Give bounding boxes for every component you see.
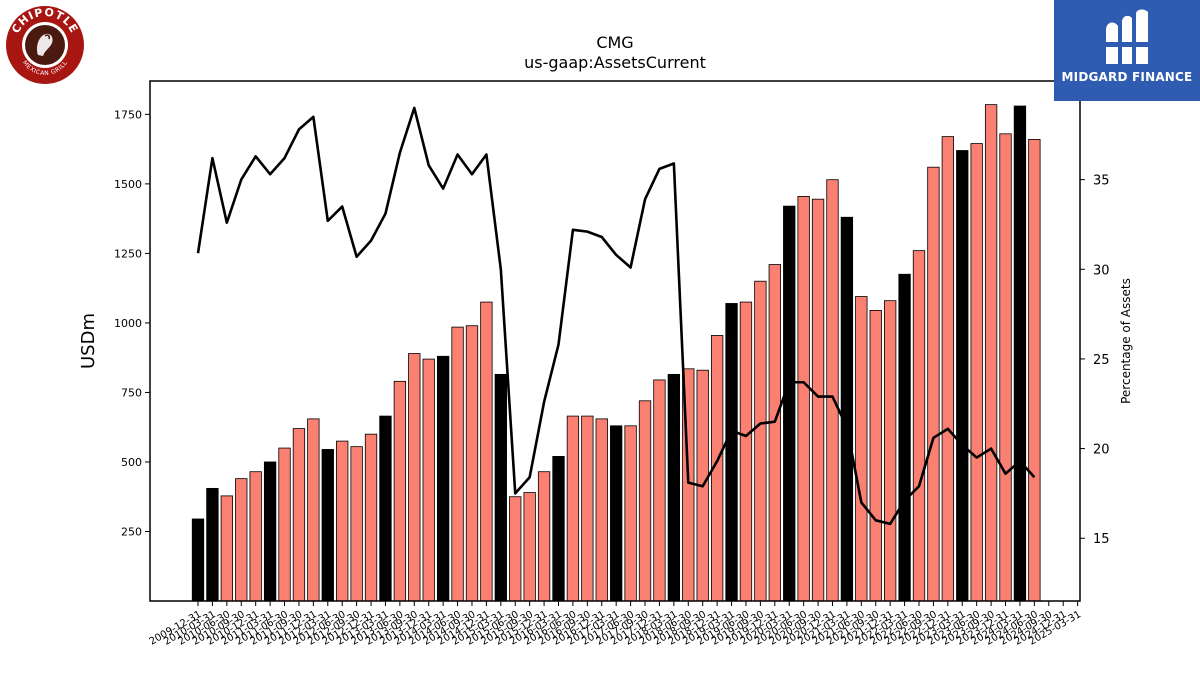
plot-frame bbox=[149, 80, 1081, 602]
x-axis: 2009-12-312010-03-312010-06-302010-09-30… bbox=[148, 601, 1083, 648]
bar-2023-03-31 bbox=[956, 150, 969, 602]
bar-2022-12-31 bbox=[941, 136, 954, 602]
line-group bbox=[196, 106, 1036, 526]
bar-2015-12-31 bbox=[537, 471, 551, 602]
midgard-logo-text: MIDGARD FINANCE bbox=[1061, 70, 1193, 84]
bar-2021-12-31 bbox=[884, 300, 897, 602]
bar-2017-12-31 bbox=[653, 379, 666, 602]
bar-2013-06-30 bbox=[393, 380, 407, 602]
midgard-logo-badge: MIDGARD FINANCE bbox=[1054, 0, 1200, 101]
bar-2017-06-30 bbox=[624, 425, 637, 602]
y-tick-right-label: 25 bbox=[1093, 353, 1110, 368]
y-tick-right-label: 20 bbox=[1093, 443, 1110, 458]
y-tick-left-label: 750 bbox=[121, 386, 142, 399]
y-axis-right: 15 20 25 30 35 bbox=[1080, 174, 1110, 547]
bar-group bbox=[191, 104, 1041, 602]
y-tick-left-label: 500 bbox=[121, 456, 142, 469]
bar-2022-06-30 bbox=[912, 250, 926, 602]
midgard-logo-icon bbox=[1104, 9, 1150, 64]
chart-subtitle: us-gaap:AssetsCurrent bbox=[524, 53, 706, 72]
bar-2013-03-31 bbox=[379, 415, 392, 602]
bar-2019-09-30 bbox=[754, 280, 767, 602]
bar-2014-06-30 bbox=[451, 326, 464, 602]
bar-2020-06-30 bbox=[797, 195, 810, 602]
bar-2011-03-31 bbox=[263, 461, 277, 602]
y-tick-left-label: 1500 bbox=[114, 178, 142, 191]
y-tick-left-label: 250 bbox=[121, 525, 142, 538]
bar-2017-03-31 bbox=[610, 425, 623, 602]
bar-2011-12-31 bbox=[307, 418, 320, 602]
bar-2022-09-30 bbox=[927, 166, 940, 602]
bar-2014-03-31 bbox=[436, 355, 450, 602]
bar-2019-03-31 bbox=[725, 303, 738, 602]
bar-2024-06-30 bbox=[1028, 138, 1041, 602]
bar-2012-06-30 bbox=[336, 440, 349, 602]
bar-2013-12-31 bbox=[422, 358, 435, 602]
bar-2022-03-31 bbox=[898, 273, 911, 602]
bar-2015-03-31 bbox=[494, 373, 507, 602]
bar-2011-09-30 bbox=[292, 428, 306, 602]
bar-2019-12-31 bbox=[768, 264, 781, 602]
bar-2017-09-30 bbox=[638, 400, 652, 602]
y-tick-right-label: 15 bbox=[1093, 532, 1110, 547]
bar-2012-03-31 bbox=[321, 449, 334, 602]
chart-title: CMG bbox=[596, 33, 633, 52]
bar-2020-09-30 bbox=[811, 198, 825, 602]
bar-2021-09-30 bbox=[869, 310, 882, 602]
y-tick-right-label: 30 bbox=[1093, 263, 1110, 278]
bar-2023-12-31 bbox=[999, 133, 1012, 602]
bar-2014-12-31 bbox=[480, 301, 493, 602]
bar-2012-09-30 bbox=[350, 446, 363, 602]
pct-of-assets-line bbox=[196, 106, 1036, 526]
bar-2016-12-31 bbox=[595, 418, 608, 602]
y-tick-right-label: 35 bbox=[1093, 174, 1110, 189]
bar-2013-09-30 bbox=[408, 353, 421, 602]
chipotle-logo-icon: CHIPOTLE MEXICAN GRILL bbox=[5, 5, 85, 85]
bar-2010-09-30 bbox=[235, 478, 248, 602]
bar-2020-03-31 bbox=[783, 205, 796, 602]
bar-2010-03-31 bbox=[206, 487, 219, 602]
bar-2015-06-30 bbox=[509, 496, 522, 602]
bar-2023-09-30 bbox=[984, 104, 998, 602]
y-tick-left-label: 1000 bbox=[114, 317, 142, 330]
bar-2018-03-31 bbox=[667, 373, 681, 602]
bar-2010-12-31 bbox=[249, 471, 262, 602]
y-tick-left-label: 1750 bbox=[114, 108, 142, 121]
bar-2016-03-31 bbox=[552, 455, 565, 602]
bar-2021-06-30 bbox=[855, 296, 868, 602]
bar-2021-03-31 bbox=[840, 216, 854, 602]
bar-2023-06-30 bbox=[970, 143, 983, 602]
bar-2014-09-30 bbox=[465, 325, 479, 602]
y-tick-left-label: 1250 bbox=[114, 247, 142, 260]
y-axis-label-right: Percentage of Assets bbox=[1119, 278, 1133, 404]
bar-2019-06-30 bbox=[739, 301, 753, 602]
y-axis-left: 250 500 750 1000 1250 1500 1750 bbox=[114, 108, 150, 538]
bar-2020-12-31 bbox=[826, 179, 839, 602]
bar-2015-09-30 bbox=[523, 492, 536, 602]
bar-2011-06-30 bbox=[278, 447, 291, 602]
bar-2009-12-31 bbox=[191, 518, 205, 602]
bar-2012-12-31 bbox=[364, 433, 378, 602]
y-axis-label-left: USDm bbox=[78, 313, 99, 369]
bar-2016-09-30 bbox=[581, 415, 594, 602]
bar-2010-06-30 bbox=[220, 495, 233, 602]
bar-2016-06-30 bbox=[566, 415, 580, 602]
bar-2024-03-31 bbox=[1013, 105, 1027, 602]
